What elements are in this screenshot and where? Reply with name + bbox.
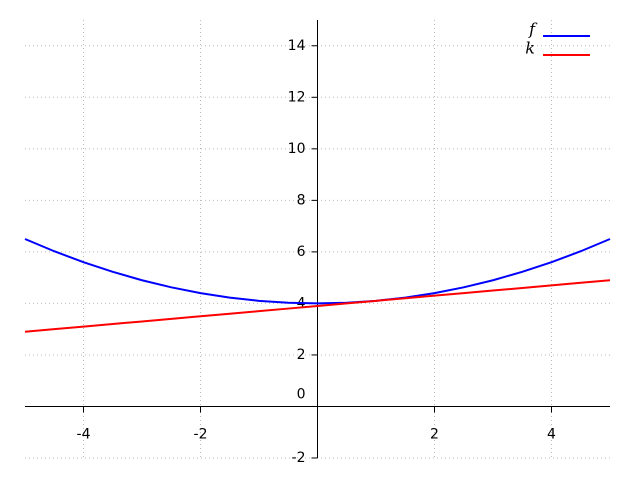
y-tick-label: 12 <box>288 89 306 105</box>
y-tick-label: -2 <box>292 450 306 466</box>
y-tick-label: 8 <box>297 192 306 208</box>
line-series <box>24 279 611 333</box>
x-tick-label: -4 <box>77 426 91 442</box>
legend-label: f <box>528 20 538 39</box>
y-tick-label: 2 <box>297 347 306 363</box>
y-tick-label: 0 <box>297 386 306 402</box>
legend-label: k <box>525 39 535 58</box>
x-tick-label: 4 <box>547 426 556 442</box>
line-series <box>24 238 611 305</box>
x-tick-label: 2 <box>430 426 439 442</box>
y-tick-label: 6 <box>297 244 306 260</box>
x-tick-label: -2 <box>194 426 208 442</box>
y-tick-label: 10 <box>288 141 306 157</box>
y-tick-label: 14 <box>288 38 306 54</box>
